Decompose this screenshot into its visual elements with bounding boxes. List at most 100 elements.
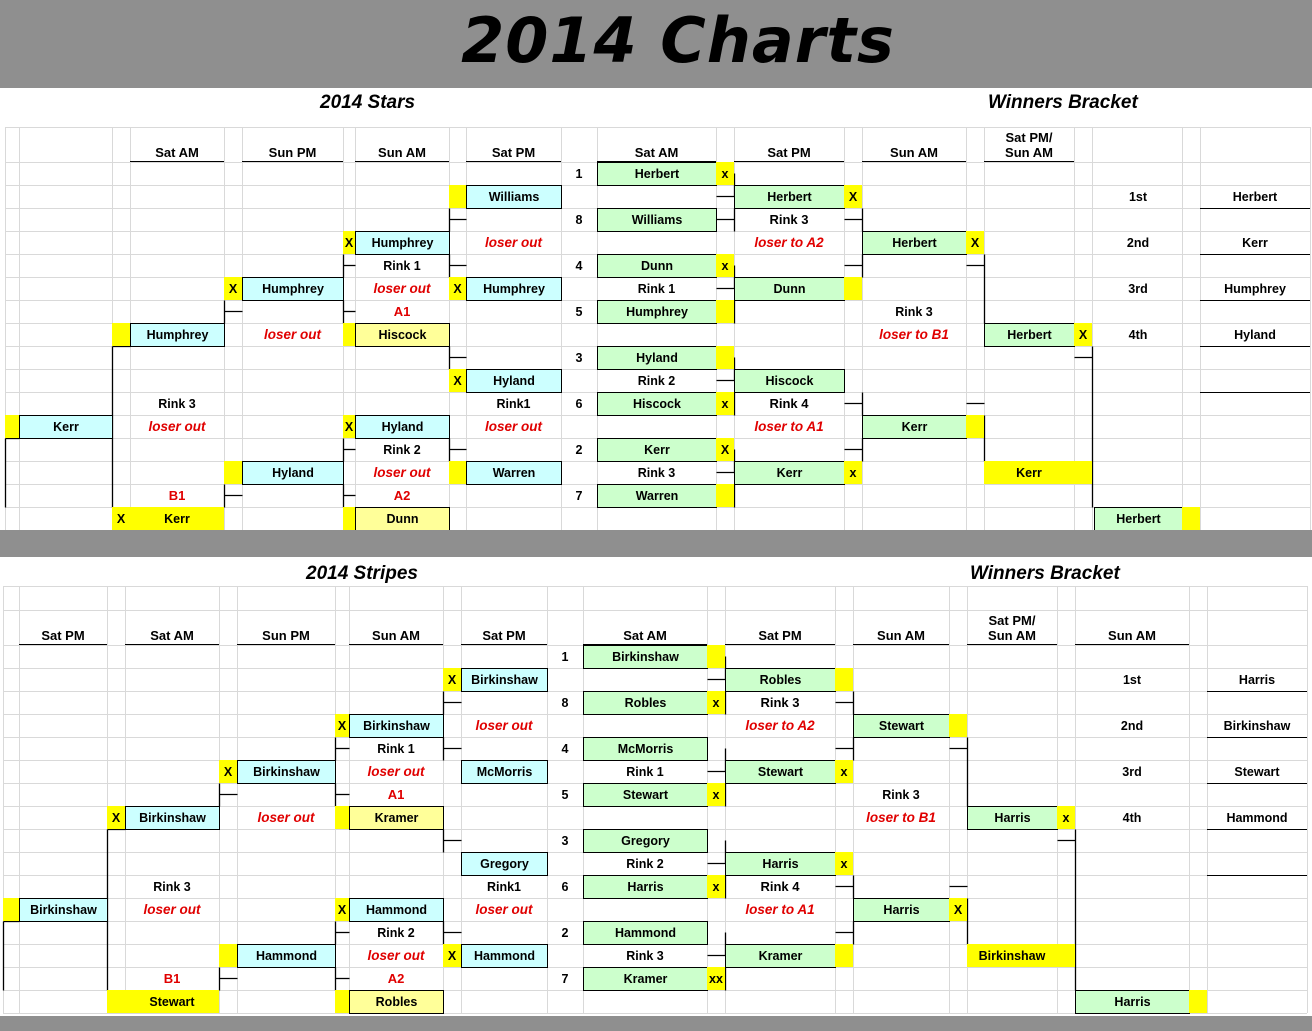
yellow-marker	[343, 323, 355, 346]
team-cell: Harris	[967, 806, 1058, 830]
yellow-marker	[835, 944, 853, 967]
standings-underline	[1200, 300, 1310, 301]
team-cell: Birkinshaw	[583, 645, 708, 669]
team-cell: Birkinshaw	[461, 668, 548, 692]
yellow-marker	[844, 277, 862, 300]
yellow-marker	[449, 461, 466, 484]
bracket-label: 2nd	[1126, 235, 1150, 250]
round-header: Sat AM	[597, 127, 716, 162]
stripes-title: 2014 Stripes	[306, 563, 418, 584]
yellow-marker	[707, 645, 725, 668]
bracket-label: 3rd	[1122, 764, 1142, 779]
yellow-marker	[949, 714, 967, 737]
bracket-label: Rink 2	[626, 856, 664, 871]
bracket-label: Hyland	[1234, 327, 1276, 342]
win-marker: X	[966, 231, 984, 254]
standings-underline	[1207, 691, 1307, 692]
yellow-marker	[716, 346, 734, 369]
round-header: Sat PM/ Sun AM	[967, 610, 1057, 645]
round-header: Sat PM/ Sun AM	[984, 127, 1074, 162]
yellow-marker	[1057, 944, 1075, 967]
bracket-label: 4th	[1122, 810, 1142, 825]
bracket-label: Rink 2	[383, 442, 421, 457]
team-cell: Warren	[466, 461, 562, 485]
round-header: Sat PM	[461, 610, 547, 645]
bracket-label: 2	[561, 925, 569, 940]
bracket-label: 5	[575, 304, 583, 319]
bracket-label: Rink 3	[760, 695, 800, 710]
standings-underline	[1207, 783, 1307, 784]
team-cell: Birkinshaw	[967, 944, 1057, 967]
team-cell: Kramer	[725, 944, 836, 968]
round-header: Sun AM	[355, 127, 449, 162]
win-marker: X	[335, 898, 349, 921]
loser-note: loser out	[475, 902, 533, 917]
bracket-label: Rink1	[496, 396, 531, 411]
bracket-label: 8	[575, 212, 583, 227]
team-cell: Williams	[597, 208, 717, 232]
bracket-label: 4	[561, 741, 569, 756]
team-cell: Dunn	[597, 254, 717, 278]
bracket-label: 1st	[1122, 672, 1142, 687]
team-cell: McMorris	[461, 760, 548, 784]
bracket-label: 4th	[1128, 327, 1148, 342]
stars-winners-bracket-label: Winners Bracket	[988, 92, 1138, 113]
bracket-code: A2	[387, 971, 405, 986]
loser-note: loser out	[484, 419, 542, 434]
round-header: Sat PM	[734, 127, 844, 162]
yellow-marker	[835, 668, 853, 691]
round-header: Sat AM	[130, 127, 224, 162]
bracket-label: Harris	[1238, 672, 1276, 687]
bracket-label: 5	[561, 787, 569, 802]
win-marker: x	[716, 392, 734, 415]
bracket-label: 4	[575, 258, 583, 273]
bracket-label: Herbert	[1232, 189, 1278, 204]
win-marker: X	[343, 231, 355, 254]
team-cell: Warren	[597, 484, 717, 508]
loser-note: loser out	[263, 327, 321, 342]
team-cell: Robles	[349, 990, 444, 1014]
bracket-label: Rink 3	[158, 396, 196, 411]
stripes-winners-bracket-label: Winners Bracket	[970, 563, 1120, 584]
round-header: Sun AM	[853, 610, 949, 645]
team-cell: McMorris	[583, 737, 708, 761]
win-marker: X	[443, 668, 461, 691]
bracket-label: 2nd	[1120, 718, 1144, 733]
win-marker: x	[835, 852, 853, 875]
bracket-label: 1	[561, 649, 569, 664]
bracket-label: Rink 1	[637, 281, 676, 296]
round-header: Sun AM	[862, 127, 966, 162]
bracket-label: Rink 3	[626, 948, 664, 963]
yellow-marker	[107, 990, 125, 1013]
win-marker: xx	[707, 967, 725, 990]
team-cell: Dunn	[734, 277, 845, 301]
bracket-label: 8	[561, 695, 569, 710]
bracket-label: Rink 1	[626, 764, 664, 779]
bracket-label: Humphrey	[1224, 281, 1286, 296]
bracket-label: Rink 2	[637, 373, 676, 388]
bracket-label: Stewart	[1234, 764, 1280, 779]
round-header: Sun AM	[349, 610, 443, 645]
win-marker: x	[716, 162, 734, 185]
team-cell: Birkinshaw	[349, 714, 444, 738]
team-cell: Hammond	[583, 921, 708, 945]
yellow-marker	[335, 990, 349, 1013]
yellow-marker	[3, 898, 19, 921]
bracket-code: B1	[168, 488, 186, 503]
round-header: Sat AM	[583, 610, 707, 645]
team-cell: Humphrey	[242, 277, 344, 301]
bracket-label: Rink 4	[760, 879, 800, 894]
bracket-label: 3	[561, 833, 569, 848]
bracket-label: Rink 3	[769, 212, 809, 227]
yellow-marker	[966, 415, 984, 438]
team-cell: Stewart	[125, 990, 219, 1013]
yellow-marker	[1074, 461, 1092, 484]
team-cell: Robles	[725, 668, 836, 692]
bracket-code: A2	[393, 488, 411, 503]
round-header: Sun AM	[1075, 610, 1189, 645]
stars-title: 2014 Stars	[320, 92, 416, 113]
loser-note: loser out	[148, 419, 206, 434]
bracket-label: 1	[575, 166, 583, 181]
team-cell: Humphrey	[130, 323, 225, 347]
team-cell: Harris	[853, 898, 950, 922]
